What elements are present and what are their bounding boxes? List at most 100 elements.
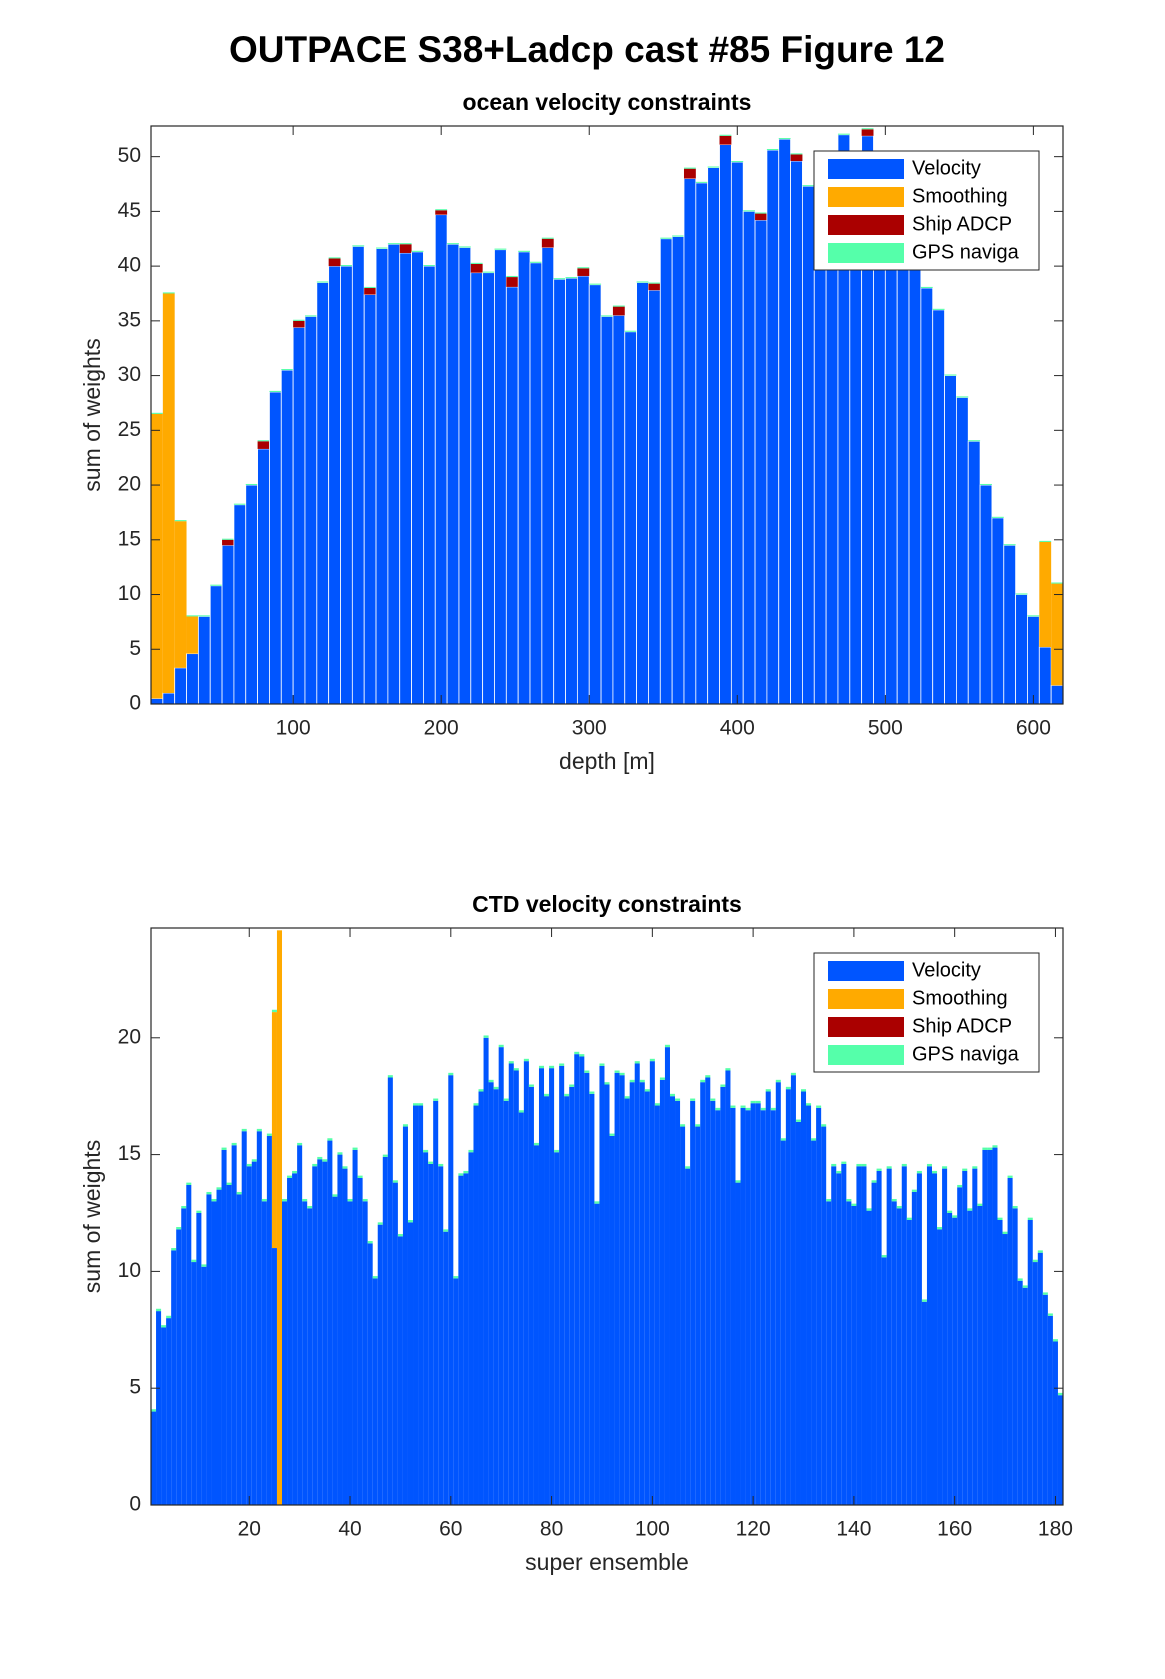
bar-segment [446,243,460,705]
bar-segment [659,1079,665,1505]
bar-segment [231,1142,237,1146]
y-tick-label: 20 [118,1025,141,1048]
bar-segment [1050,684,1064,705]
bar-segment [740,1105,746,1108]
bar-segment [362,1198,368,1202]
bar-segment [881,1257,887,1505]
bar-segment [624,1096,630,1099]
bar-segment [685,1168,691,1505]
bar-segment [458,247,472,705]
bar-segment [340,265,353,705]
bar-segment [271,1248,277,1505]
bar-segment [669,1096,676,1505]
legend: Velocity Smoothing Ship ADCP GPS naviga [813,952,1040,1073]
bar-segment [886,1168,892,1505]
bar-segment [1039,540,1052,542]
bar-segment [920,287,934,705]
bar-segment [387,1077,393,1505]
bar-segment [413,1103,419,1106]
bar-segment [921,1299,927,1302]
bar-segment [544,1093,550,1097]
bar-segment [579,1056,585,1505]
bar-segment [211,1201,217,1505]
bar-segment [956,397,969,705]
bar-segment [271,1012,277,1249]
bar-segment [407,1220,414,1223]
bar-segment [458,1175,464,1505]
bar-segment [695,1126,701,1505]
bar-segment [775,1079,781,1083]
bar-segment [559,1065,565,1505]
bar-segment [226,1184,232,1505]
bar-segment [181,1205,187,1209]
bar-segment [564,1096,570,1505]
bar-segment [236,1191,242,1195]
bar-segment [293,320,305,328]
bar-segment [176,1227,182,1230]
bar-segment [282,1198,288,1202]
bar-segment [866,1210,872,1505]
bar-segment [967,440,981,705]
bar-segment [418,1103,424,1106]
bar-segment [554,1149,560,1153]
bar-segment [251,1161,257,1505]
bar-segment [742,210,756,705]
bar-segment [196,1212,202,1505]
bar-segment [261,1198,267,1202]
bar-segment [614,1070,620,1073]
bar-segment [991,517,1005,705]
bar-segment [664,1047,670,1505]
bar-segment [287,1177,293,1505]
bar-segment [337,1152,343,1155]
bar-segment [266,1133,272,1136]
bar-segment [233,503,246,505]
bar-segment [483,1037,489,1505]
bar-segment [293,319,305,321]
bar-segment [312,1163,318,1167]
bar-segment [1051,583,1063,686]
bar-segment [952,1215,958,1218]
bar-segment [1015,594,1028,705]
bar-segment [428,1161,434,1164]
bar-segment [861,129,874,136]
bar-segment [196,1210,202,1213]
bar-segment [382,1156,388,1505]
bar-segment [987,1149,993,1505]
bar-segment [982,1149,988,1505]
bar-segment [765,1091,771,1505]
bar-segment [402,1126,408,1505]
bar-segment [987,1147,993,1150]
bar-segment [675,1100,681,1505]
bar-segment [470,262,483,264]
bar-segment [463,1170,469,1174]
bar-segment [156,1308,162,1312]
bar-segment [387,243,401,705]
bar-segment [683,168,696,179]
bar-segment [780,1140,786,1505]
y-tick-label: 45 [118,199,141,222]
bar-segment [364,288,377,295]
bar-segment [659,1077,665,1080]
bar-segment [565,277,578,279]
bar-segment [438,1166,444,1505]
bar-segment [292,1173,298,1505]
bar-segment [683,178,697,705]
bar-segment [216,1189,222,1505]
bar-segment [523,1058,529,1062]
bar-segment [1007,1177,1013,1505]
bar-segment [307,1205,313,1209]
bar-segment [210,584,223,586]
bar-segment [802,185,815,187]
bar-segment [198,615,211,617]
bar-segment [574,1054,580,1505]
bar-segment [186,1184,192,1505]
y-tick-label: 5 [129,637,141,660]
bar-segment [302,1198,308,1202]
bar-segment [377,1222,383,1225]
x-tick-label: 500 [868,717,903,740]
bar-segment [802,185,815,705]
bar-segment [671,236,685,705]
x-tick-label: 160 [937,1518,972,1541]
bar-segment [600,316,614,705]
